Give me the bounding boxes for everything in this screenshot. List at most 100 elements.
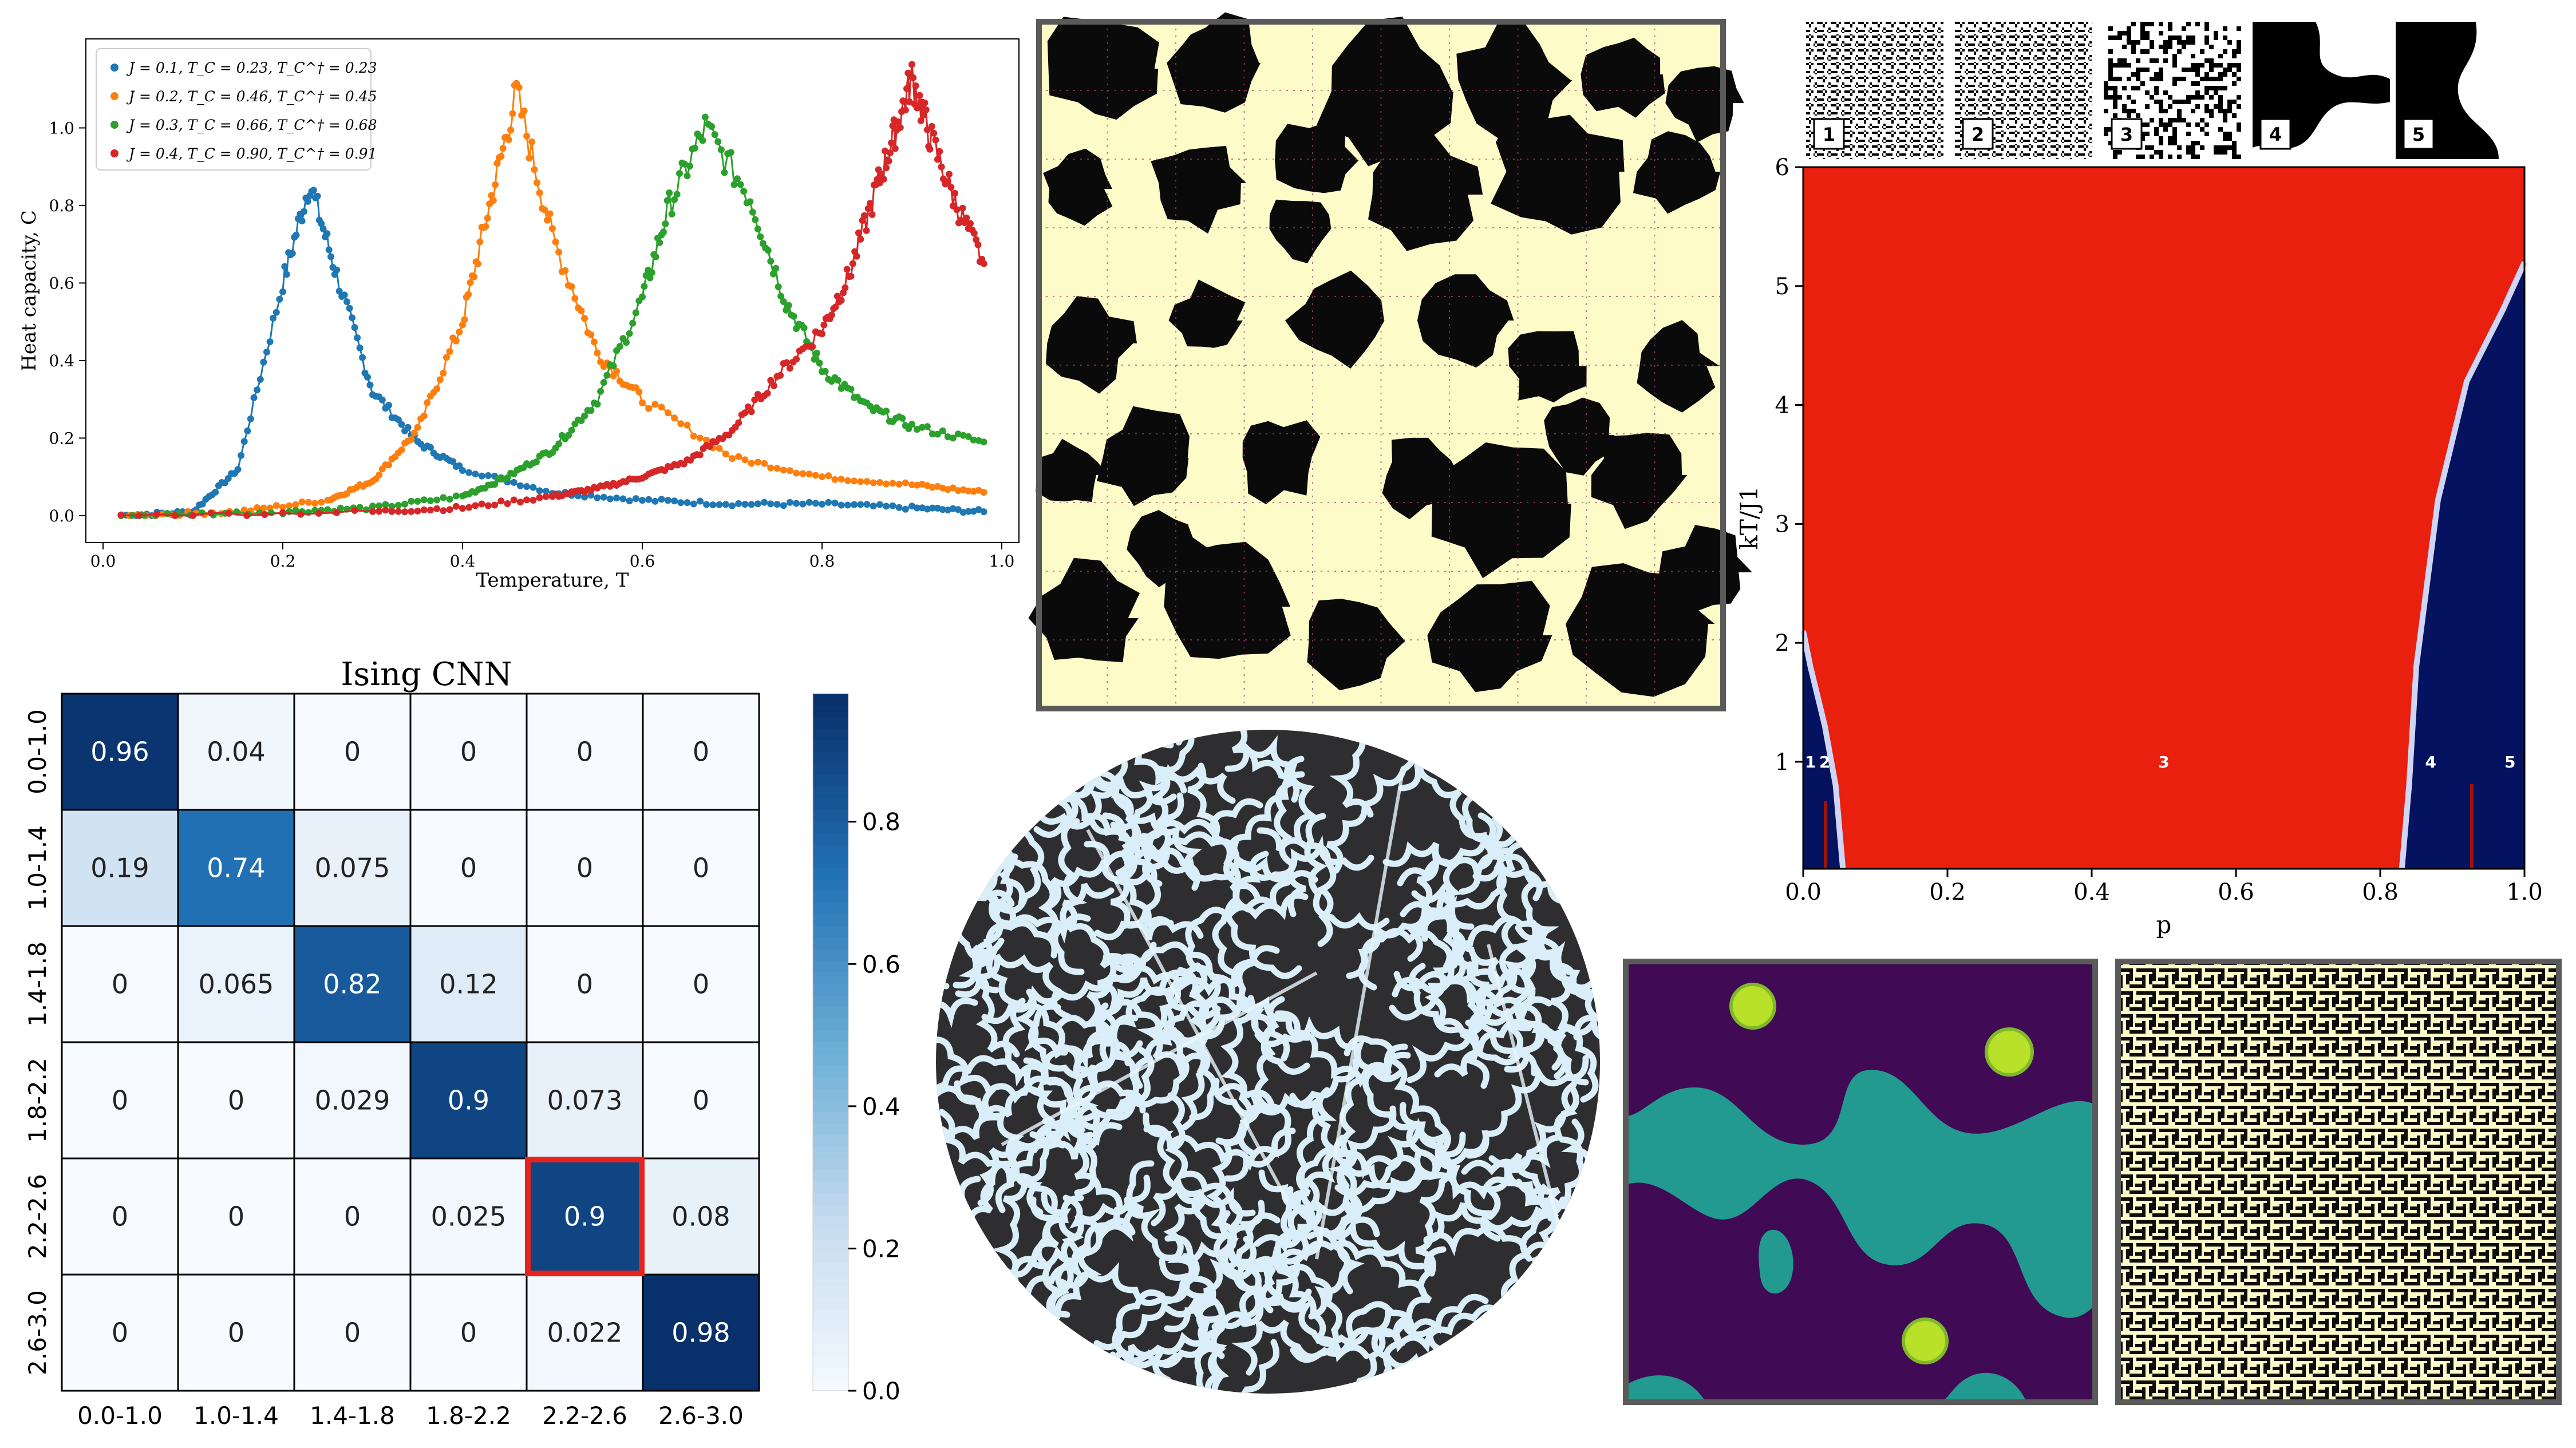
thumbnail-spin (2163, 40, 2168, 45)
series-point (671, 196, 678, 203)
heat-capacity-ticks: 0.0 0.2 0.4 0.6 0.8 1.0 0.0 0.2 0.4 0.6 0.8 1.0 (49, 118, 1014, 571)
series-point (424, 399, 431, 406)
thumbnail-spin (2223, 68, 2227, 72)
series-point (900, 98, 908, 105)
series-point (965, 433, 972, 440)
thumbnail-spin (2191, 40, 2195, 45)
series-point (975, 506, 982, 513)
series-point (889, 480, 896, 487)
colorbar-segment (813, 1019, 848, 1031)
series-point (785, 302, 792, 309)
lattice-domain (1285, 270, 1385, 369)
thumbnail-spin (2154, 58, 2159, 63)
thumbnail-spin (2209, 58, 2214, 63)
labyrinth-stripe (981, 730, 1044, 770)
series-point (793, 355, 800, 363)
labyrinth-stripe (936, 933, 978, 1028)
series-point (356, 344, 364, 351)
series-point (764, 247, 772, 254)
series-point (970, 436, 977, 444)
thumbnail-spin (2191, 35, 2195, 40)
series-point (297, 511, 305, 518)
series-point (902, 505, 909, 513)
series-point (254, 386, 261, 394)
legend-marker (110, 64, 118, 72)
series-point (260, 504, 267, 512)
series-point (645, 496, 653, 503)
lattice-domain (1168, 279, 1246, 348)
series-point (327, 253, 335, 260)
labyrinth-stripe (1399, 1102, 1501, 1242)
thumbnail-spin (2200, 145, 2204, 150)
series-point (847, 272, 855, 280)
thumbnail-spin (2191, 150, 2195, 155)
thumbnail-spin (2209, 95, 2214, 100)
series-point (699, 137, 706, 144)
colorbar-segment (813, 1054, 848, 1066)
colorbar-segment (813, 763, 848, 776)
lattice-domain (1242, 420, 1321, 505)
x-tick-label: 0.6 (2218, 879, 2254, 905)
series-point (740, 188, 748, 195)
thumbnail-spin (2204, 86, 2209, 90)
series-point (509, 110, 516, 117)
thumbnail-spin (2223, 145, 2227, 150)
x-tick-label: 1.0 (2506, 879, 2543, 905)
series-point (861, 212, 868, 219)
series-point (581, 493, 588, 501)
labyrinth-stripe (1151, 1178, 1228, 1267)
thumbnail-spin (2172, 77, 2177, 81)
y-tick-label: 1.0 (49, 118, 74, 137)
series-point (786, 499, 793, 506)
thumbnail-spin (2218, 150, 2223, 155)
heatmap-col-label: 1.4-1.8 (310, 1402, 395, 1430)
series-point (737, 181, 744, 188)
y-tick-label: 0.8 (49, 196, 74, 215)
thumbnail-spin (2159, 109, 2163, 113)
series-point (394, 501, 402, 509)
series-point (516, 482, 524, 489)
series-point (474, 260, 481, 268)
thumbnail-spin (2150, 22, 2154, 26)
colorbar-segment (813, 798, 848, 810)
series-point (849, 260, 856, 267)
series-point (293, 231, 300, 239)
series-point (369, 508, 376, 515)
thumbnail-spin (2136, 86, 2140, 90)
series-point (920, 112, 927, 119)
series-point (980, 438, 987, 446)
series-point (857, 478, 864, 485)
y-tick-label: 3 (1775, 511, 1789, 537)
thumbnail-spin (2122, 31, 2127, 35)
thumbnail-spin (2200, 127, 2204, 132)
colorbar-tick-label: 0.2 (862, 1235, 900, 1263)
heat-capacity-legend: J = 0.1, T_C = 0.23, T_C^† = 0.23 J = 0.2… (96, 48, 377, 171)
heatmap-cell-label: 0 (693, 1085, 709, 1116)
labyrinth-stripe (995, 1122, 1123, 1213)
phase-region-label: 2 (1819, 753, 1830, 772)
labyrinth-stripe (1488, 1152, 1561, 1262)
thumbnail-spin (2150, 155, 2154, 159)
series-point (870, 503, 877, 510)
heatmap-highlight (525, 1157, 645, 1276)
thumbnail-spin (2168, 95, 2172, 100)
thumbnail-spin (2140, 155, 2145, 159)
heatmap-cell-label: 0.12 (439, 969, 497, 1000)
series-point (947, 184, 955, 191)
colorbar-segment (813, 949, 848, 962)
colorbar-segment (813, 1286, 848, 1299)
thumbnail-spin (2150, 45, 2154, 49)
thumbnail-spin (2191, 81, 2195, 86)
series-point (590, 338, 598, 346)
series-point (754, 458, 761, 466)
x-tick-label: 1.0 (989, 552, 1015, 571)
series-point (117, 511, 125, 519)
heatmap-cell (526, 925, 644, 1043)
series-point (921, 99, 929, 106)
series-point (980, 489, 987, 496)
thumbnail-spin (2172, 58, 2177, 63)
thumbnail-spin (2182, 26, 2186, 31)
phase-diagram-disordered-region (1803, 167, 2524, 869)
series-point (671, 414, 678, 422)
heatmap-cell-label: 0 (693, 969, 709, 1000)
